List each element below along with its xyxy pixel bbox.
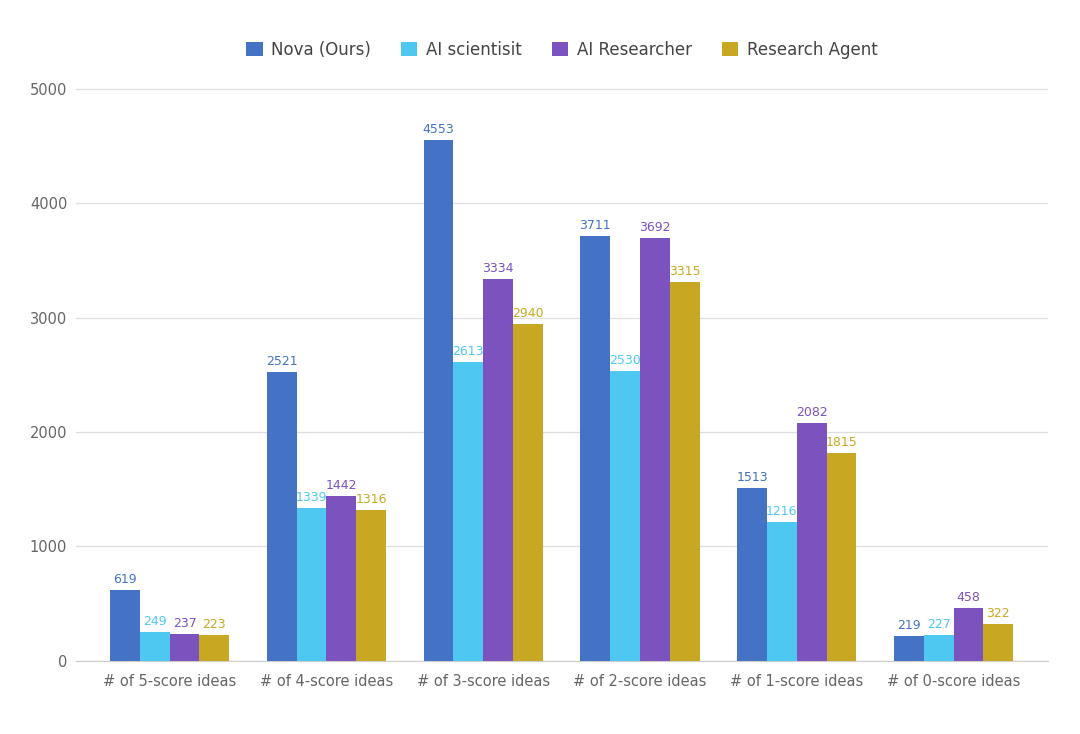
Bar — [513, 324, 543, 661]
Text: 458: 458 — [957, 591, 981, 604]
Bar — [826, 453, 856, 661]
Text: 219: 219 — [897, 619, 920, 631]
Text: 237: 237 — [173, 617, 197, 630]
Text: 2530: 2530 — [609, 355, 640, 367]
Bar — [170, 633, 200, 661]
Bar — [267, 372, 297, 661]
Text: 1442: 1442 — [325, 479, 357, 492]
Bar — [580, 236, 610, 661]
Bar — [326, 495, 356, 661]
Text: 223: 223 — [203, 618, 226, 631]
Text: 4553: 4553 — [422, 123, 455, 136]
Bar — [200, 635, 229, 661]
Text: 3315: 3315 — [669, 264, 701, 277]
Bar — [297, 507, 326, 661]
Bar — [454, 362, 483, 661]
Bar — [140, 632, 170, 661]
Text: 3334: 3334 — [483, 263, 514, 275]
Bar — [640, 239, 670, 661]
Text: 1339: 1339 — [296, 490, 327, 504]
Bar — [797, 423, 826, 661]
Bar — [110, 590, 140, 661]
Bar — [356, 510, 386, 661]
Bar — [923, 635, 954, 661]
Bar — [610, 371, 640, 661]
Text: 619: 619 — [113, 573, 137, 586]
Bar — [983, 624, 1013, 661]
Text: 2940: 2940 — [512, 308, 543, 321]
Bar — [954, 608, 983, 661]
Text: 322: 322 — [986, 607, 1010, 619]
Text: 2521: 2521 — [266, 355, 298, 368]
Text: 2613: 2613 — [453, 345, 484, 358]
Text: 1513: 1513 — [737, 470, 768, 484]
Bar — [894, 636, 923, 661]
Text: 249: 249 — [143, 615, 166, 628]
Text: 3692: 3692 — [639, 222, 671, 234]
Text: 1316: 1316 — [355, 493, 387, 506]
Bar — [483, 280, 513, 661]
Text: 227: 227 — [927, 617, 950, 631]
Bar — [423, 140, 454, 661]
Bar — [767, 522, 797, 661]
Text: 2082: 2082 — [796, 406, 827, 418]
Text: 1815: 1815 — [825, 436, 858, 449]
Legend: Nova (Ours), AI scientisit, AI Researcher, Research Agent: Nova (Ours), AI scientisit, AI Researche… — [241, 36, 882, 64]
Text: 1216: 1216 — [766, 504, 798, 517]
Text: 3711: 3711 — [580, 219, 611, 232]
Bar — [738, 487, 767, 661]
Bar — [670, 282, 700, 661]
